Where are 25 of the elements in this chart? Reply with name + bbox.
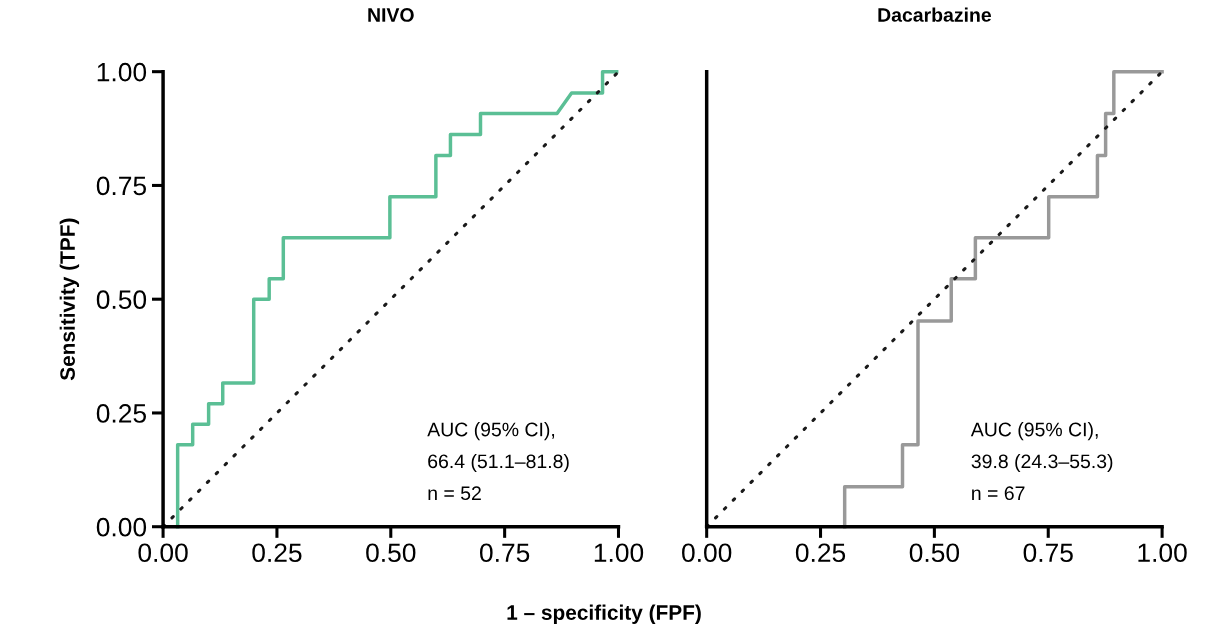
x-tick-label: 0.25 [795, 543, 846, 563]
y-tick-label: 0.50 [96, 290, 147, 310]
y-tick-label: 0.25 [96, 404, 147, 423]
x-tick-label: 0.00 [682, 543, 732, 563]
annotation: n = 67 [972, 486, 1025, 501]
x-tick-label: 0.50 [909, 543, 960, 563]
y-tick-label: 0.75 [96, 176, 147, 196]
chart-title: NIVO [368, 8, 414, 22]
x-tick-label: 1.00 [1138, 543, 1187, 563]
y-axis-title: Sensitivity (TPF) [59, 218, 80, 381]
annotation: 39.8 (24.3–55.3) [971, 453, 1113, 473]
y-tick-label: 0.00 [96, 517, 147, 537]
y-tick-label: 1.00 [97, 62, 147, 82]
x-tick-label: 0.75 [480, 543, 530, 563]
x-axis-title: 1 – specificity (FPF) [507, 604, 701, 624]
x-tick-label: 0.50 [366, 543, 416, 563]
x-tick-label: 0.00 [138, 543, 188, 563]
annotation: AUC (95% CI), [427, 422, 555, 441]
chart-title: Dacarbazine [878, 7, 992, 22]
x-tick-label: 0.25 [252, 543, 302, 563]
annotation: n = 52 [428, 486, 481, 501]
x-tick-label: 0.75 [1023, 543, 1073, 563]
annotation: 66.4 (51.1–81.8) [428, 453, 569, 473]
annotation: AUC (95% CI), [970, 422, 1098, 441]
x-tick-label: 1.00 [594, 543, 644, 563]
